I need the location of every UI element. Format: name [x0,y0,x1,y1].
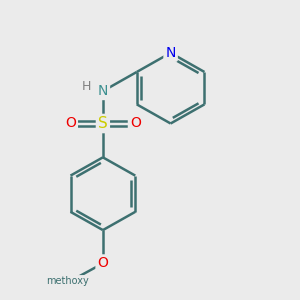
Text: O: O [65,116,76,130]
Text: methoxy: methoxy [46,276,89,286]
Text: H: H [82,80,92,93]
Text: N: N [98,84,108,98]
Text: O: O [98,256,108,270]
Text: N: N [165,46,176,60]
Text: S: S [98,116,108,131]
Text: O: O [130,116,141,130]
